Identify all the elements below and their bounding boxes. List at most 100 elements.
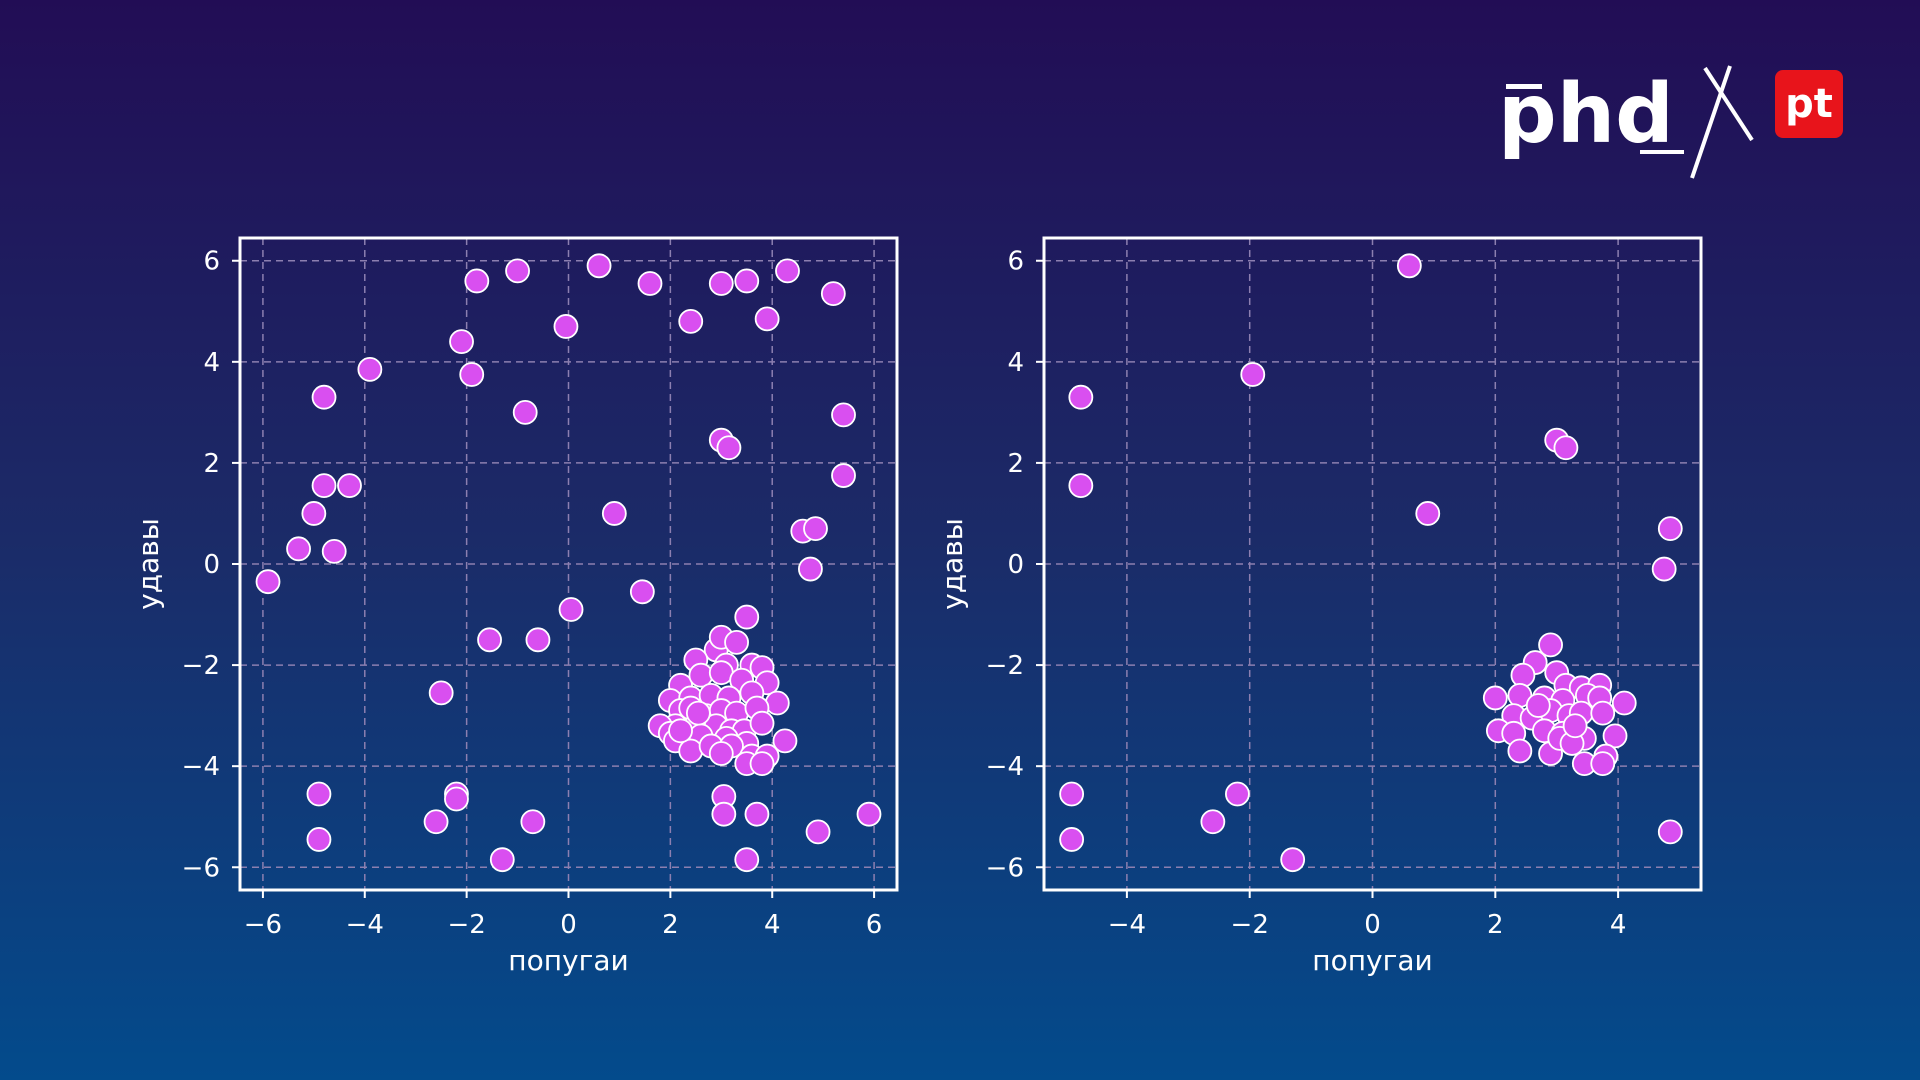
y-tick-label: 6 xyxy=(1007,247,1024,277)
data-point xyxy=(775,258,800,284)
data-point xyxy=(716,435,742,461)
phd-overline xyxy=(1506,84,1542,89)
data-point xyxy=(629,579,655,605)
y-tick-label: 2 xyxy=(203,449,220,479)
data-point xyxy=(749,751,775,777)
data-point xyxy=(449,329,474,355)
data-point xyxy=(1657,516,1683,542)
data-point xyxy=(1510,662,1536,688)
data-point xyxy=(734,847,760,873)
x-tick-label: 4 xyxy=(1610,910,1627,940)
data-point xyxy=(1396,253,1422,279)
data-point xyxy=(1280,847,1306,873)
data-point xyxy=(1225,781,1250,807)
scatter-plot-left: −6 −4 −2 0 2 4 6 −6 −4 −2 0 2 4 6 попугаи удавы xyxy=(132,236,899,977)
data-point xyxy=(601,501,627,526)
data-point xyxy=(708,741,734,766)
y-tick-label: −4 xyxy=(182,752,220,782)
y-tick-label: 4 xyxy=(203,348,220,378)
data-point xyxy=(489,847,515,873)
y-tick-label: −6 xyxy=(986,853,1024,883)
y-tick-label: 6 xyxy=(203,247,220,277)
phd-pt-logo: phd pt xyxy=(1498,65,1843,179)
data-point xyxy=(357,357,383,382)
data-point xyxy=(764,690,790,716)
x-tick-label: −4 xyxy=(346,910,384,940)
data-point xyxy=(744,801,770,827)
data-point xyxy=(856,801,882,827)
data-point xyxy=(1651,556,1677,582)
data-point xyxy=(754,306,780,332)
data-point xyxy=(1240,362,1266,387)
x-tick-label: 4 xyxy=(764,910,781,940)
data-point xyxy=(525,627,551,653)
scatter-plot-right: −4 −2 0 2 4 −6 −4 −2 0 2 4 6 попугаи удавы xyxy=(936,236,1703,977)
x-tick-label: 0 xyxy=(1364,910,1381,940)
x-axis-label: попугаи xyxy=(508,944,628,977)
y-tick-label: −6 xyxy=(182,853,220,883)
x-tick-label: 2 xyxy=(1487,910,1504,940)
data-point xyxy=(685,700,711,726)
y-tick-label: 0 xyxy=(203,550,220,580)
data-point xyxy=(1590,700,1616,726)
data-point xyxy=(749,710,775,736)
data-point xyxy=(820,281,846,306)
data-point xyxy=(711,801,737,827)
x-axis-label: попугаи xyxy=(1312,944,1432,977)
pt-badge-text: pt xyxy=(1785,81,1833,127)
data-point xyxy=(734,604,760,630)
data-point xyxy=(708,271,734,296)
data-point xyxy=(668,718,693,744)
y-tick-label: 2 xyxy=(1007,449,1024,479)
data-point xyxy=(286,536,311,562)
data-point xyxy=(1611,690,1637,716)
data-point xyxy=(1482,685,1508,711)
y-tick-label: 4 xyxy=(1007,348,1024,378)
data-point xyxy=(678,308,704,334)
data-point xyxy=(798,556,823,582)
pt-badge: pt xyxy=(1775,70,1843,138)
data-point xyxy=(724,629,749,655)
data-point xyxy=(306,781,332,807)
data-point xyxy=(1068,384,1094,410)
data-point xyxy=(464,268,490,294)
data-point xyxy=(428,680,454,706)
x-tick-label: 2 xyxy=(662,910,679,940)
pt-badge-bg xyxy=(1775,70,1843,138)
data-point xyxy=(831,463,856,488)
data-point xyxy=(1562,713,1588,739)
phd-logo: phd xyxy=(1498,67,1684,162)
x-tick-label: 0 xyxy=(560,910,577,940)
data-point xyxy=(637,271,663,296)
data-point xyxy=(423,809,449,835)
x-tick-label: −2 xyxy=(1231,910,1269,940)
data-point xyxy=(1059,827,1085,852)
data-point xyxy=(255,569,281,595)
data-point xyxy=(1415,501,1441,526)
data-point xyxy=(1068,473,1094,499)
y-axis-label: удавы xyxy=(936,518,969,610)
data-point xyxy=(734,268,760,294)
y-tick-label: −4 xyxy=(986,752,1024,782)
data-point xyxy=(1538,632,1563,658)
data-point xyxy=(512,399,538,425)
data-point xyxy=(444,786,469,812)
data-point xyxy=(1553,435,1579,461)
data-point xyxy=(553,314,579,339)
data-point xyxy=(1657,819,1683,845)
data-point xyxy=(586,253,612,279)
data-point xyxy=(1590,751,1616,777)
y-tick-label: −2 xyxy=(182,651,220,681)
data-point xyxy=(803,516,828,542)
y-tick-label: −2 xyxy=(986,651,1024,681)
data-point xyxy=(321,538,347,564)
data-point xyxy=(772,728,798,754)
data-point xyxy=(477,627,502,653)
data-point xyxy=(306,827,332,852)
phd-underline xyxy=(1640,150,1684,154)
x-tick-label: −2 xyxy=(447,910,485,940)
data-point xyxy=(1200,809,1226,835)
data-point xyxy=(1602,723,1628,749)
x-tick-label: −6 xyxy=(244,910,282,940)
data-point xyxy=(831,402,856,428)
